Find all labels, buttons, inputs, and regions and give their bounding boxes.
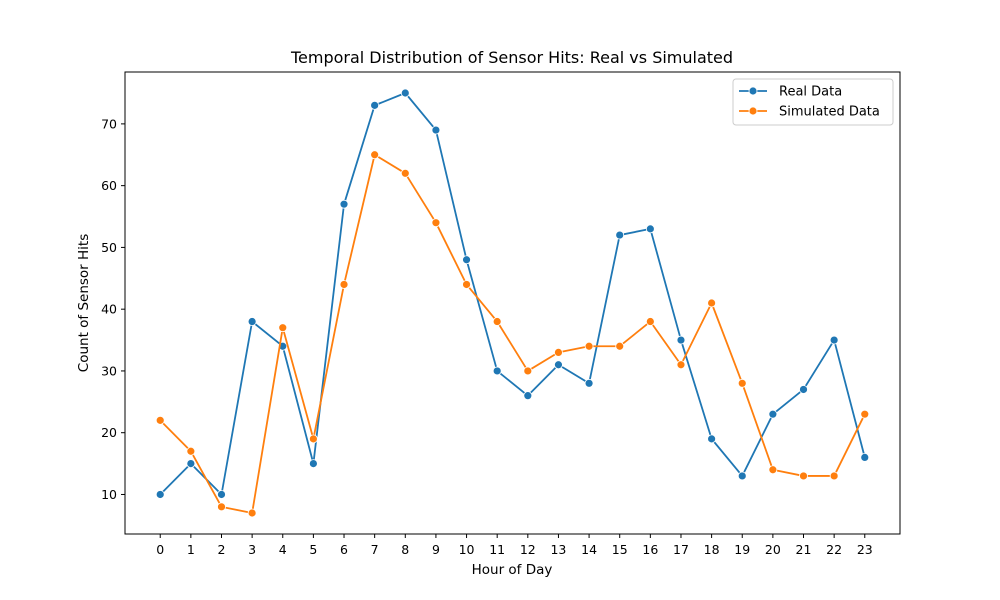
data-point <box>615 341 625 351</box>
x-tick-label: 1 <box>187 542 195 557</box>
y-tick-label: 50 <box>101 240 117 255</box>
data-point <box>339 280 349 289</box>
data-point <box>799 471 808 481</box>
data-point <box>370 150 380 160</box>
x-tick-label: 8 <box>401 542 409 557</box>
data-point <box>707 298 717 308</box>
data-point <box>339 199 349 209</box>
x-tick-label: 23 <box>857 542 873 557</box>
data-point <box>645 224 655 234</box>
y-tick-label: 30 <box>101 363 117 378</box>
x-tick-label: 15 <box>612 542 628 557</box>
x-tick-label: 5 <box>309 542 317 557</box>
series-line <box>159 92 866 496</box>
x-tick-label: 10 <box>459 542 475 557</box>
x-tick-label: 16 <box>642 542 658 557</box>
x-tick-label: 11 <box>489 542 505 557</box>
data-point <box>676 335 686 345</box>
legend-label: Real Data <box>779 85 842 100</box>
data-point <box>400 88 410 98</box>
data-point <box>431 125 441 135</box>
data-point <box>768 409 778 419</box>
chart-title: Temporal Distribution of Sensor Hits: Re… <box>290 48 733 67</box>
plot-series <box>155 88 870 518</box>
x-tick-label: 7 <box>371 542 379 557</box>
data-point <box>645 317 655 326</box>
x-tick-label: 2 <box>218 542 226 557</box>
data-point <box>217 490 226 499</box>
plot-frame <box>124 71 901 535</box>
data-point <box>308 459 318 468</box>
data-point <box>431 218 441 228</box>
series-0 <box>155 88 870 499</box>
x-tick-label: 14 <box>581 542 597 557</box>
x-tick-label: 9 <box>432 542 440 557</box>
x-tick-label: 20 <box>765 542 781 557</box>
data-point <box>523 366 533 376</box>
series-1 <box>155 150 870 518</box>
legend-marker <box>748 86 758 96</box>
x-axis: 0 1 2 3 4 5 6 7 8 9 10 11 12 13 14 15 16 17 18 19 20 21 22 23 <box>156 534 873 557</box>
data-point <box>860 453 870 462</box>
y-tick-label: 20 <box>101 425 117 440</box>
data-point <box>400 168 410 178</box>
legend-box <box>732 78 894 126</box>
x-tick-label: 3 <box>248 542 256 557</box>
legend-item: Real Data <box>739 85 842 100</box>
data-point <box>492 317 502 326</box>
data-point <box>737 471 747 481</box>
data-point <box>247 317 257 326</box>
x-tick-label: 6 <box>340 542 348 557</box>
x-tick-label: 0 <box>156 542 164 557</box>
legend-marker <box>748 106 758 116</box>
data-point <box>186 459 196 468</box>
legend-label: Simulated Data <box>779 105 880 120</box>
data-point <box>768 465 778 475</box>
y-tick-label: 10 <box>101 487 117 502</box>
data-point <box>462 280 471 289</box>
data-point <box>247 508 257 518</box>
data-point <box>737 378 747 388</box>
legend-item: Simulated Data <box>739 105 880 120</box>
data-point <box>584 341 594 351</box>
y-axis-title: Count of Sensor Hits <box>76 234 92 372</box>
data-point <box>554 348 563 357</box>
x-tick-label: 13 <box>550 542 566 557</box>
data-point <box>370 100 380 110</box>
y-axis: 10 20 30 40 50 60 70 <box>101 116 125 502</box>
data-point <box>860 409 870 419</box>
data-point <box>155 490 165 499</box>
y-tick-label: 40 <box>101 302 117 317</box>
data-point <box>308 434 318 444</box>
series-line <box>159 153 866 514</box>
data-point <box>155 415 165 425</box>
data-point <box>615 230 625 240</box>
data-point <box>676 360 686 370</box>
x-tick-label: 21 <box>796 542 812 557</box>
data-point <box>799 385 808 394</box>
x-tick-label: 4 <box>279 542 287 557</box>
x-tick-label: 12 <box>520 542 536 557</box>
data-point <box>523 391 533 401</box>
data-point <box>186 446 196 456</box>
legend: Real Data Simulated Data <box>732 78 894 126</box>
x-tick-label: 17 <box>673 542 689 557</box>
y-tick-label: 60 <box>101 178 117 193</box>
x-tick-label: 19 <box>734 542 750 557</box>
data-point <box>462 255 471 265</box>
data-point <box>829 335 839 345</box>
data-point <box>584 378 594 388</box>
data-point <box>492 366 502 376</box>
data-point <box>554 360 563 370</box>
y-tick-label: 70 <box>101 116 117 131</box>
data-point <box>829 471 839 481</box>
x-axis-title: Hour of Day <box>472 562 553 578</box>
data-point <box>217 502 226 512</box>
data-point <box>707 434 717 444</box>
x-tick-label: 22 <box>826 542 842 557</box>
data-point <box>278 323 288 333</box>
x-tick-label: 18 <box>704 542 720 557</box>
